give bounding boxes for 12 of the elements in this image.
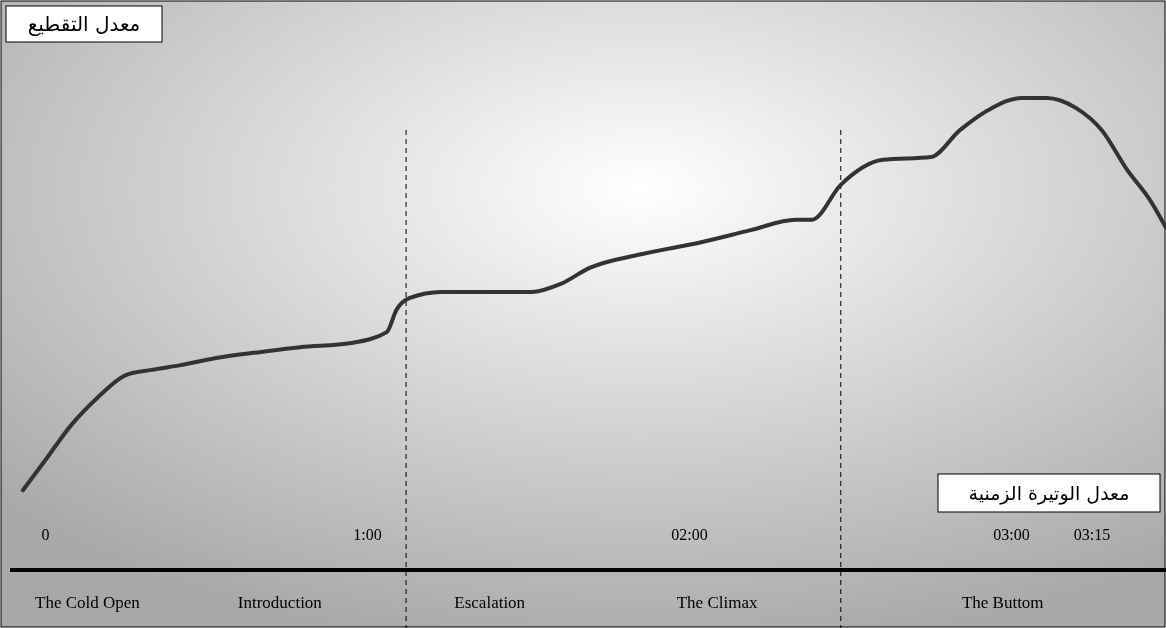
x-axis-title: معدل الوتيرة الزمنية bbox=[968, 482, 1130, 505]
y-axis-title: معدل التقطيع bbox=[27, 12, 141, 36]
x-tick-label: 1:00 bbox=[353, 526, 382, 543]
text: The Buttom bbox=[961, 593, 1044, 612]
x-tick-label: 03:00 bbox=[993, 526, 1030, 543]
text: Introduction bbox=[237, 593, 323, 612]
x-tick-label: 02:00 bbox=[671, 526, 708, 543]
x-tick-label: 03:15 bbox=[1073, 526, 1111, 543]
x-tick-label: 0 bbox=[41, 526, 50, 543]
text: Escalation bbox=[454, 593, 526, 612]
text: The Climax bbox=[676, 593, 758, 612]
text: The Cold Open bbox=[35, 593, 141, 612]
